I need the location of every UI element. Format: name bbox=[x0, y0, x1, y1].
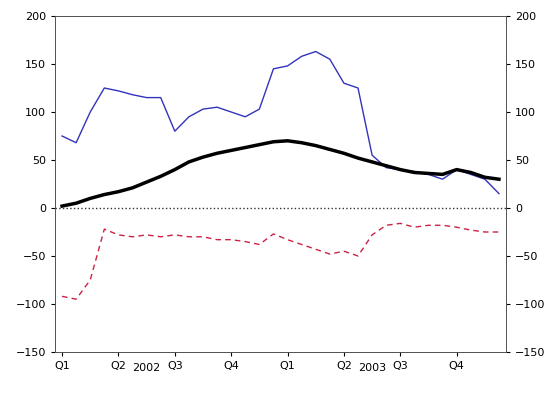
Text: 2002: 2002 bbox=[133, 363, 161, 373]
Text: 2003: 2003 bbox=[358, 363, 386, 373]
